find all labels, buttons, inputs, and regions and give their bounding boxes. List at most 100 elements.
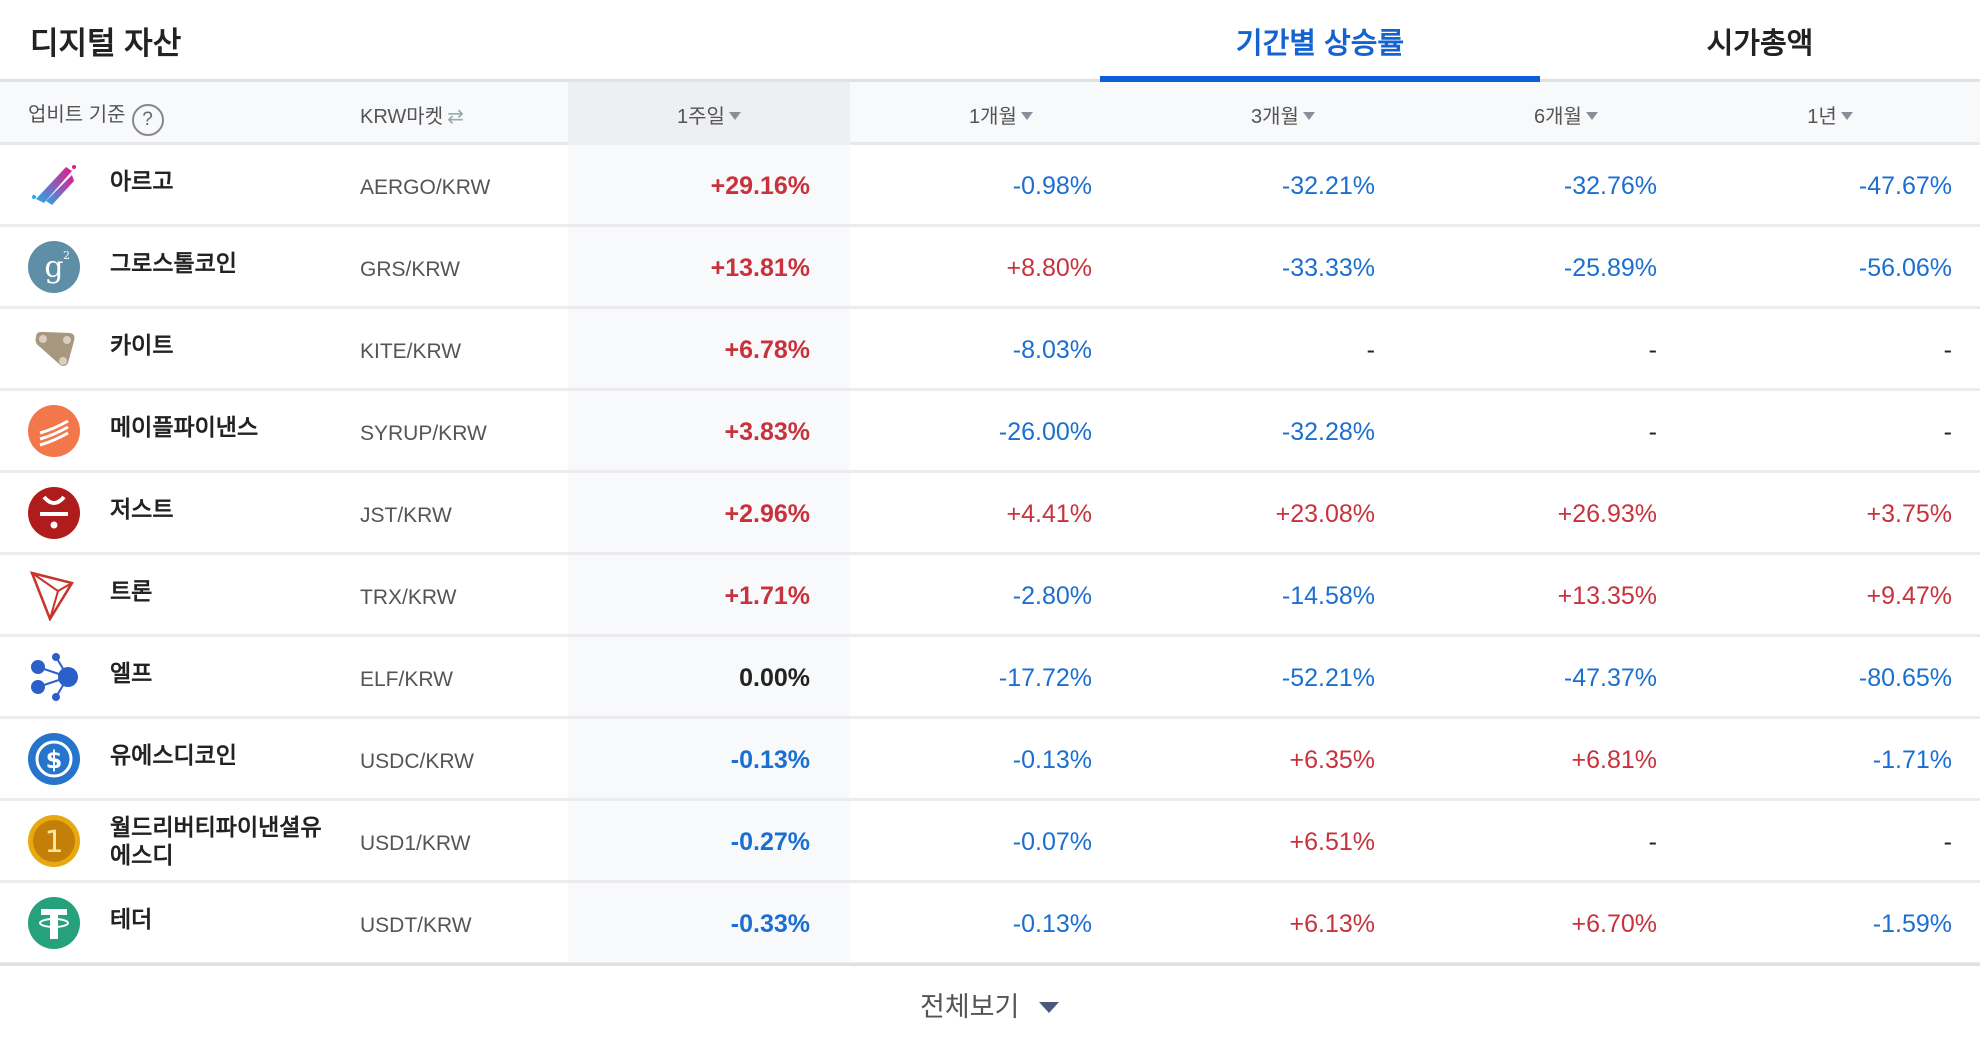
change-value-6개월: - — [1648, 418, 1657, 446]
tab-market-cap[interactable]: 시가총액 — [1706, 28, 1814, 60]
sort-down-icon — [1840, 112, 1853, 120]
change-value-1주일: +1.71% — [724, 582, 811, 610]
column-label: 1주일 — [677, 106, 725, 128]
tab-period-gain[interactable]: 기간별 상승률 — [1235, 28, 1405, 60]
change-value-3개월: +23.08% — [1275, 500, 1375, 528]
svg-text:1: 1 — [44, 825, 63, 860]
column-label: 6개월 — [1534, 106, 1582, 128]
sort-column-3[interactable]: 6개월 — [1506, 100, 1626, 129]
coin-name[interactable]: 월드리버티파이낸셜유 에스디 — [110, 813, 322, 869]
sort-column-2[interactable]: 3개월 — [1223, 100, 1343, 129]
change-value-3개월: +6.51% — [1289, 828, 1376, 856]
sort-column-4[interactable]: 1년 — [1770, 100, 1890, 129]
change-value-1년: +9.47% — [1866, 582, 1953, 610]
change-value-6개월: -32.76% — [1563, 172, 1657, 200]
sort-down-icon — [1302, 112, 1315, 120]
help-icon[interactable]: ? — [131, 104, 164, 136]
change-value-3개월: -14.58% — [1281, 582, 1375, 610]
coin-name[interactable]: 메이플파이낸스 — [110, 414, 259, 440]
change-value-6개월: -47.37% — [1563, 664, 1657, 692]
change-value-3개월: -33.33% — [1281, 254, 1375, 282]
change-value-1년: +3.75% — [1866, 500, 1953, 528]
change-value-1주일: 0.00% — [739, 664, 810, 692]
view-all-button[interactable]: 전체보기 — [920, 985, 1060, 1024]
column-label: 1년 — [1807, 106, 1837, 128]
coin-name-line: 월드리버티파이낸셜유 — [110, 814, 322, 840]
sort-column-1[interactable]: 1개월 — [941, 100, 1061, 129]
change-value-1개월: -0.13% — [1012, 746, 1092, 774]
change-value-6개월: +13.35% — [1557, 582, 1657, 610]
sorted-column-shade — [568, 145, 850, 965]
market-label: KRW마켓 — [360, 106, 444, 128]
change-value-1개월: -26.00% — [998, 418, 1092, 446]
change-value-6개월: -25.89% — [1563, 254, 1657, 282]
coin-name[interactable]: 테더 — [110, 906, 153, 932]
table-header — [0, 82, 1980, 145]
coin-name[interactable]: 아르고 — [110, 168, 174, 194]
market-pair: USDT/KRW — [360, 914, 472, 937]
table-row[interactable]: 메이플파이낸스 SYRUP/KRW +3.83% -26.00% -32.28% - - — [0, 391, 1980, 473]
market-pair: USD1/KRW — [360, 832, 471, 855]
change-value-3개월: -32.28% — [1281, 418, 1375, 446]
just-icon — [28, 487, 80, 539]
change-value-6개월: +26.93% — [1557, 500, 1657, 528]
change-value-1년: -1.71% — [1872, 746, 1952, 774]
market-pair: SYRUP/KRW — [360, 422, 487, 445]
active-tab-indicator — [1100, 76, 1540, 83]
table-row[interactable]: 트론 TRX/KRW +1.71% -2.80% -14.58% +13.35% +9.… — [0, 555, 1980, 637]
change-value-3개월: - — [1366, 336, 1375, 364]
coin-name[interactable]: 그로스톨코인 — [110, 250, 237, 276]
change-value-6개월: - — [1648, 828, 1657, 856]
column-label: 3개월 — [1251, 106, 1299, 128]
table-row[interactable]: 카이트 KITE/KRW +6.78% -8.03% - - - — [0, 309, 1980, 391]
coin-name[interactable]: 저스트 — [110, 496, 174, 522]
table-row[interactable]: 아르고 AERGO/KRW +29.16% -0.98% -32.21% -32.76… — [0, 145, 1980, 227]
market-pair: KITE/KRW — [360, 340, 462, 363]
chevron-down-icon — [1039, 1002, 1060, 1013]
change-value-1개월: -0.13% — [1012, 910, 1092, 938]
change-value-1주일: -0.13% — [730, 746, 810, 774]
coin-name[interactable]: 유에스디코인 — [110, 742, 237, 768]
sort-down-icon — [1585, 112, 1598, 120]
basis-label: 업비트 기준? — [28, 98, 164, 136]
change-value-1개월: +8.80% — [1006, 254, 1093, 282]
market-pair: USDC/KRW — [360, 750, 474, 773]
table-row[interactable]: $ 유에스디코인 USDC/KRW -0.13% -0.13% +6.35% +6.8… — [0, 719, 1980, 801]
change-value-1주일: -0.33% — [730, 910, 810, 938]
change-value-1개월: -8.03% — [1012, 336, 1092, 364]
change-value-1주일: -0.27% — [730, 828, 810, 856]
change-value-1개월: -2.80% — [1012, 582, 1092, 610]
sort-column-0[interactable]: 1주일 — [649, 100, 769, 129]
table-row[interactable]: 저스트 JST/KRW +2.96% +4.41% +23.08% +26.93% +3… — [0, 473, 1980, 555]
top-bar: 디지털 자산 기간별 상승률 시가총액 — [0, 0, 1980, 83]
change-value-1년: -1.59% — [1872, 910, 1952, 938]
change-value-1주일: +3.83% — [724, 418, 811, 446]
sorted-column-header-shade — [568, 82, 850, 145]
change-value-1년: - — [1943, 418, 1952, 446]
coin-name[interactable]: 트론 — [110, 578, 153, 604]
coin-name-line: 에스디 — [110, 842, 174, 868]
market-pair: AERGO/KRW — [360, 176, 491, 199]
table-row[interactable]: 엘프 ELF/KRW 0.00% -17.72% -52.21% -47.37% -80… — [0, 637, 1980, 719]
change-value-1년: -47.67% — [1858, 172, 1952, 200]
change-value-3개월: -52.21% — [1281, 664, 1375, 692]
market-pair: JST/KRW — [360, 504, 452, 527]
table-row[interactable]: 1 월드리버티파이낸셜유 에스디 USD1/KRW -0.27% -0.07% +6.… — [0, 801, 1980, 883]
kite-icon — [28, 323, 80, 375]
aergo-icon — [28, 159, 80, 211]
change-value-3개월: +6.13% — [1289, 910, 1376, 938]
change-value-6개월: - — [1648, 336, 1657, 364]
change-value-1개월: -0.98% — [1012, 172, 1092, 200]
tether-icon — [28, 897, 80, 949]
table-row[interactable]: 테더 USDT/KRW -0.33% -0.13% +6.13% +6.70% -1.5… — [0, 883, 1980, 965]
market-toggle[interactable]: KRW마켓 ⇄ — [360, 100, 464, 129]
change-value-1개월: -17.72% — [998, 664, 1092, 692]
coin-name[interactable]: 카이트 — [110, 332, 174, 358]
column-label: 1개월 — [969, 106, 1017, 128]
maple-finance-icon — [28, 405, 80, 457]
page-title: 디지털 자산 — [30, 26, 182, 61]
coin-name[interactable]: 엘프 — [110, 660, 153, 686]
sort-down-icon — [1020, 112, 1033, 120]
